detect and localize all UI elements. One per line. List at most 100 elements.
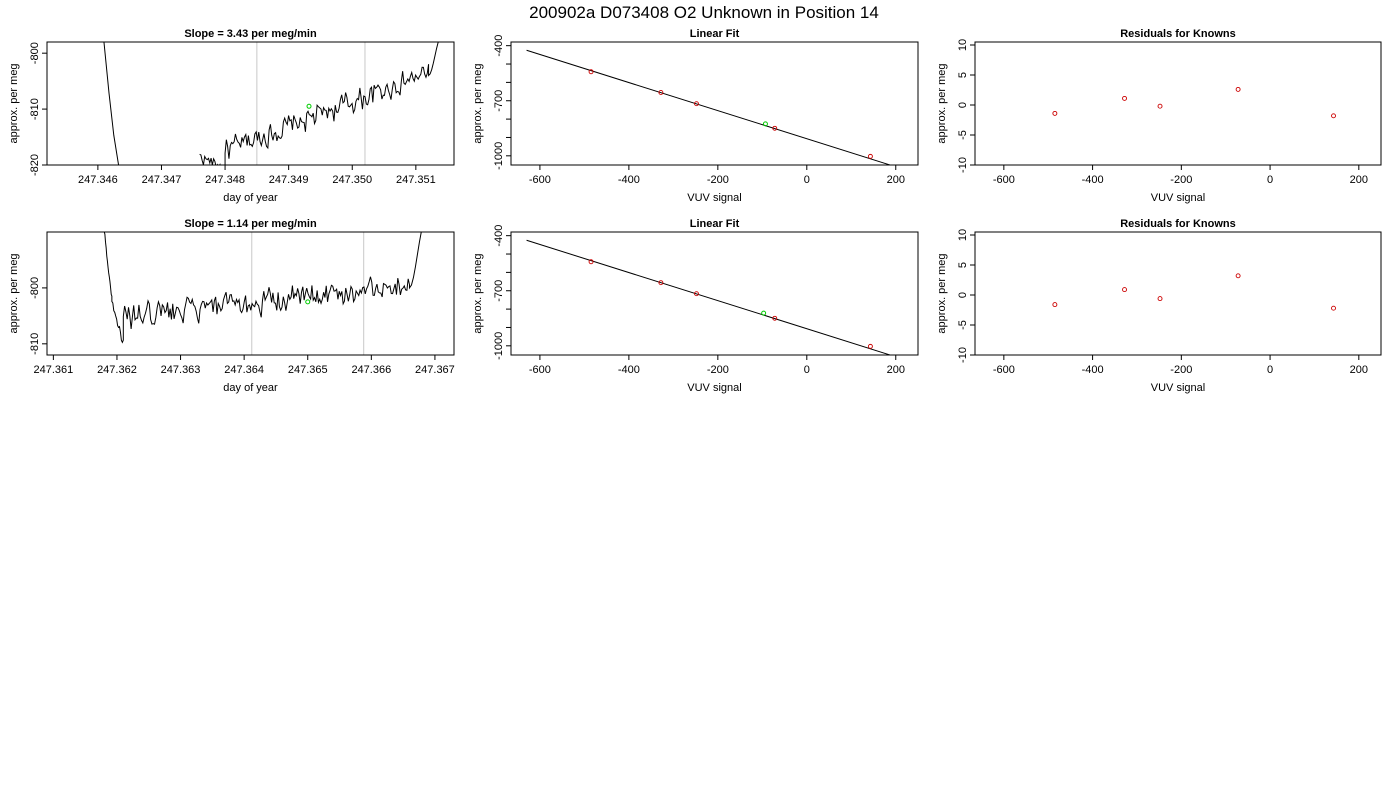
x-tick-label: -400	[618, 364, 640, 376]
x-tick-label: 200	[887, 364, 905, 376]
x-tick-label: 247.350	[332, 174, 372, 186]
unknown-point	[761, 310, 767, 316]
y-tick-label: 0	[957, 292, 969, 298]
y-tick-label: 5	[957, 72, 969, 78]
known-point	[1052, 110, 1058, 116]
chart-panel-1: Slope = 3.43 per meg/min 247.346 247.347 24…	[8, 28, 455, 204]
trace-series-line	[103, 42, 120, 165]
x-tick-label: -200	[707, 364, 729, 376]
known-point	[588, 259, 594, 265]
known-point	[1122, 287, 1127, 293]
y-tick-label: -800	[29, 277, 41, 299]
y-tick-label: -400	[493, 225, 505, 247]
panel-title: Linear Fit	[690, 28, 740, 40]
y-tick-label: -10	[957, 157, 969, 173]
known-point	[867, 153, 873, 159]
panel-title: Residuals for Knowns	[1120, 218, 1236, 230]
x-tick-label: 247.351	[396, 174, 436, 186]
known-point	[1235, 273, 1241, 279]
y-tick-label: -700	[493, 280, 505, 302]
y-tick-label: 10	[957, 39, 969, 51]
y-tick-label: -1000	[493, 332, 505, 360]
chart-panel-6: Residuals for Knowns -600 -400 -200 0 200 10 5 0…	[936, 218, 1382, 394]
x-tick-label: -600	[529, 364, 551, 376]
y-tick-label: -10	[957, 347, 969, 363]
y-axis-label: approx. per meg	[936, 63, 948, 143]
y-axis-label: approx. per meg	[936, 253, 948, 333]
y-axis-label: approx. per meg	[8, 253, 20, 333]
y-tick-label: 5	[957, 262, 969, 268]
x-tick-label: 200	[1350, 364, 1368, 376]
x-tick-label: 247.349	[269, 174, 309, 186]
x-tick-label: 247.366	[351, 364, 391, 376]
x-axis-label: VUV signal	[1151, 192, 1205, 204]
y-tick-label: -800	[29, 42, 41, 64]
x-tick-label: -600	[993, 364, 1015, 376]
known-point	[1122, 95, 1127, 101]
x-tick-label: 247.362	[97, 364, 137, 376]
plot-area	[103, 42, 439, 165]
plot-area	[1052, 86, 1336, 119]
y-axis-label: approx. per meg	[8, 63, 20, 143]
known-point	[1052, 302, 1058, 308]
plot-frame	[510, 41, 919, 166]
unknown-point	[762, 121, 768, 127]
x-tick-label: -200	[1170, 174, 1192, 186]
known-point	[772, 315, 778, 321]
x-axis-label: VUV signal	[1151, 382, 1205, 394]
chart-panel-5: Linear Fit -600 -400 -200 0 200 -400 -700 -1000 V…	[472, 218, 919, 394]
x-axis-label: VUV signal	[687, 192, 741, 204]
known-point	[1235, 86, 1241, 92]
y-axis-label: approx. per meg	[472, 63, 484, 143]
plot-frame	[974, 231, 1382, 356]
plot-area	[526, 239, 892, 355]
trace-series-line	[103, 232, 422, 344]
x-tick-label: 247.346	[78, 174, 118, 186]
x-axis-label: day of year	[223, 382, 278, 394]
x-tick-label: -200	[1170, 364, 1192, 376]
known-point	[1331, 113, 1336, 119]
known-point	[1157, 296, 1163, 302]
x-tick-label: 0	[1267, 364, 1273, 376]
known-point	[772, 125, 778, 131]
y-axis-label: approx. per meg	[472, 253, 484, 333]
y-tick-label: -5	[957, 130, 969, 140]
chart-panel-3: Residuals for Knowns -600 -400 -200 0 200 10 5 0…	[936, 28, 1382, 204]
y-tick-label: -700	[493, 90, 505, 112]
plot-area	[526, 49, 892, 165]
y-tick-label: -1000	[493, 142, 505, 170]
x-tick-label: 200	[887, 174, 905, 186]
known-point	[694, 291, 699, 297]
panel-title: Residuals for Knowns	[1120, 28, 1236, 40]
plot-frame	[46, 231, 455, 356]
known-point	[694, 101, 699, 107]
x-tick-label: -400	[618, 174, 640, 186]
y-tick-label: -820	[29, 154, 41, 176]
known-point	[658, 90, 664, 95]
x-tick-label: 247.365	[288, 364, 328, 376]
known-point	[588, 69, 594, 75]
y-tick-label: -810	[29, 98, 41, 120]
chart-panel-2: Linear Fit -600 -400 -200 0 200 -400 -700 -1000 V…	[472, 28, 919, 204]
known-point	[1157, 103, 1163, 109]
y-tick-label: 10	[957, 229, 969, 241]
x-tick-label: 247.364	[224, 364, 264, 376]
y-tick-label: 0	[957, 102, 969, 108]
plot-area	[103, 232, 422, 355]
plot-frame	[510, 231, 919, 356]
y-tick-label: -810	[29, 333, 41, 355]
x-tick-label: -600	[529, 174, 551, 186]
y-tick-label: -400	[493, 35, 505, 57]
x-axis-label: VUV signal	[687, 382, 741, 394]
y-tick-label: -5	[957, 320, 969, 330]
x-tick-label: 0	[1267, 174, 1273, 186]
known-point	[1331, 305, 1336, 311]
plot-frame	[974, 41, 1382, 166]
x-tick-label: 0	[804, 364, 810, 376]
plot-frame	[46, 41, 455, 166]
x-tick-label: -200	[707, 174, 729, 186]
panel-title: Linear Fit	[690, 218, 740, 230]
x-tick-label: 247.347	[142, 174, 182, 186]
x-axis-label: day of year	[223, 192, 278, 204]
